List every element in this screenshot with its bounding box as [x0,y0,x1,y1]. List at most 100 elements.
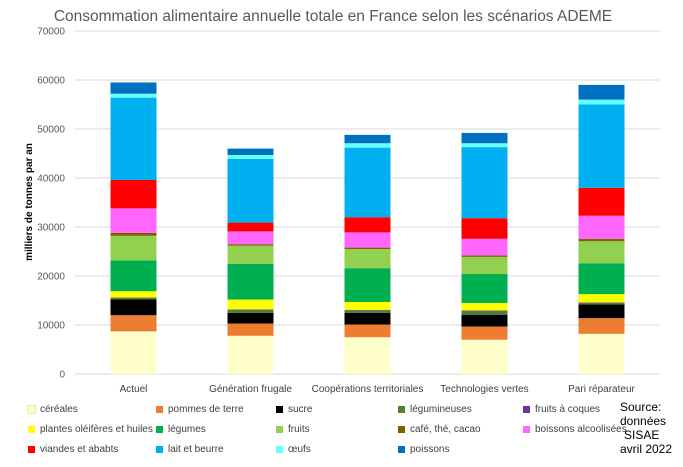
bar-segment [110,299,157,316]
bar-segment [461,143,508,148]
bar-segment [344,324,391,338]
bar-segment [227,309,274,313]
legend-label: fruits à coques [535,404,601,415]
legend-swatch [156,426,163,433]
bar-segment [110,235,157,261]
legend-swatch [276,446,283,453]
legend-swatch [398,446,405,453]
bar-segment [344,337,391,374]
bar-segment [344,147,391,218]
x-category-label: Pari réparateur [568,384,635,395]
bar-segment [461,238,508,256]
legend-label: céréales [40,404,78,415]
bar-segment [578,215,625,239]
chart-title: Consommation alimentaire annuelle totale… [54,8,612,25]
bar-segment [578,238,625,242]
bar-segment [110,232,157,236]
bar-segment [344,310,391,313]
bar-segment [344,134,391,144]
x-category-label: Coopérations territoriales [312,384,424,395]
bar-segment [344,247,391,250]
legend-label: légumes [168,424,206,435]
legend-item: plantes oléifères et huiles [28,424,153,435]
bar-segment [110,291,157,298]
legend-item: fruits à coques [523,404,600,415]
legend-item: pommes de terre [156,404,244,415]
legend-label: fruits [288,424,310,435]
y-tick-label: 50000 [37,125,65,136]
legend-item: café, thé, cacao [398,424,481,435]
bar-segment [110,208,157,233]
bar-segment [110,331,157,374]
bar-segment [578,99,625,105]
bar-segment [227,244,274,246]
bar-segment [227,148,274,155]
legend-item: viandes et ababts [28,444,118,455]
source-line: avril 2022 [620,442,673,456]
bar-segment [344,268,391,302]
bar-segment [344,217,391,233]
bar-segment [461,147,508,219]
bar-segment [578,84,625,100]
bar-segment [461,302,508,311]
bar-segment [227,154,274,159]
legend-swatch [398,406,405,413]
bar-segment [227,245,274,264]
y-tick-label: 10000 [37,321,65,332]
source-line: données [620,414,667,428]
bar-segment [110,179,157,209]
legend-swatch [276,406,283,413]
bar-segment [578,318,625,334]
legend-swatch [398,426,405,433]
bar-segment [578,263,625,295]
y-tick-label: 60000 [37,76,65,87]
x-category-label: Actuel [120,384,148,395]
bar-segment [578,241,625,264]
legend-swatch [156,446,163,453]
bar-segment [578,333,625,374]
bar-segment [578,294,625,303]
source-note: Source: données SISAE avril 2022 [620,400,680,456]
y-axis-label: milliers de tonnes par an [24,143,35,261]
legend-item: céréales [27,404,78,415]
bar-segment [227,263,274,300]
legend-label: poissons [410,444,450,455]
bar-segment [578,304,625,319]
bar-segment [227,158,274,223]
legend-label: boissons alcoolisées [535,424,627,435]
bar-segment [110,93,157,98]
legend-label: légumineuses [410,404,472,415]
y-tick-label: 70000 [37,27,65,38]
y-tick-label: 20000 [37,272,65,283]
legend-item: légumes [156,424,206,435]
legend-label: œufs [288,444,311,455]
bar-segment [461,255,508,257]
legend-item: poissons [398,444,449,455]
bar-segment [461,274,508,303]
x-category-label: Technologies vertes [440,384,528,395]
bar-segment [110,97,157,180]
bar-segment [110,260,157,292]
legend: céréales pommes de terre sucre légumineuses… [27,404,627,464]
bar-segment [344,312,391,325]
bar-segment [344,249,391,269]
legend-item: œufs [276,444,311,455]
legend-label: plantes oléifères et huiles [40,424,153,435]
legend-swatch [28,446,35,453]
bar-segment [461,326,508,340]
y-tick-label: 0 [59,370,65,381]
bar-segment [461,310,508,315]
bar-segment [344,232,391,248]
bar-segment [461,314,508,327]
legend-item: légumineuses [398,404,472,415]
legend-label: pommes de terre [168,404,244,415]
legend-swatch [156,406,163,413]
legend-item: boissons alcoolisées [523,424,627,435]
legend-swatch [276,426,283,433]
legend-item: fruits [276,424,310,435]
legend-swatch [523,426,530,433]
bar-segment [227,323,274,336]
bar-segment [578,104,625,188]
bar-segment [227,231,274,245]
